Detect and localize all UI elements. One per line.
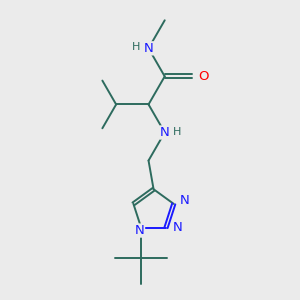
Text: H: H [132,42,140,52]
Text: N: N [172,221,182,234]
Text: N: N [160,126,169,139]
Text: N: N [135,224,145,237]
Text: N: N [180,194,190,207]
Text: O: O [199,70,209,83]
Text: N: N [144,42,153,55]
Text: H: H [173,128,181,137]
